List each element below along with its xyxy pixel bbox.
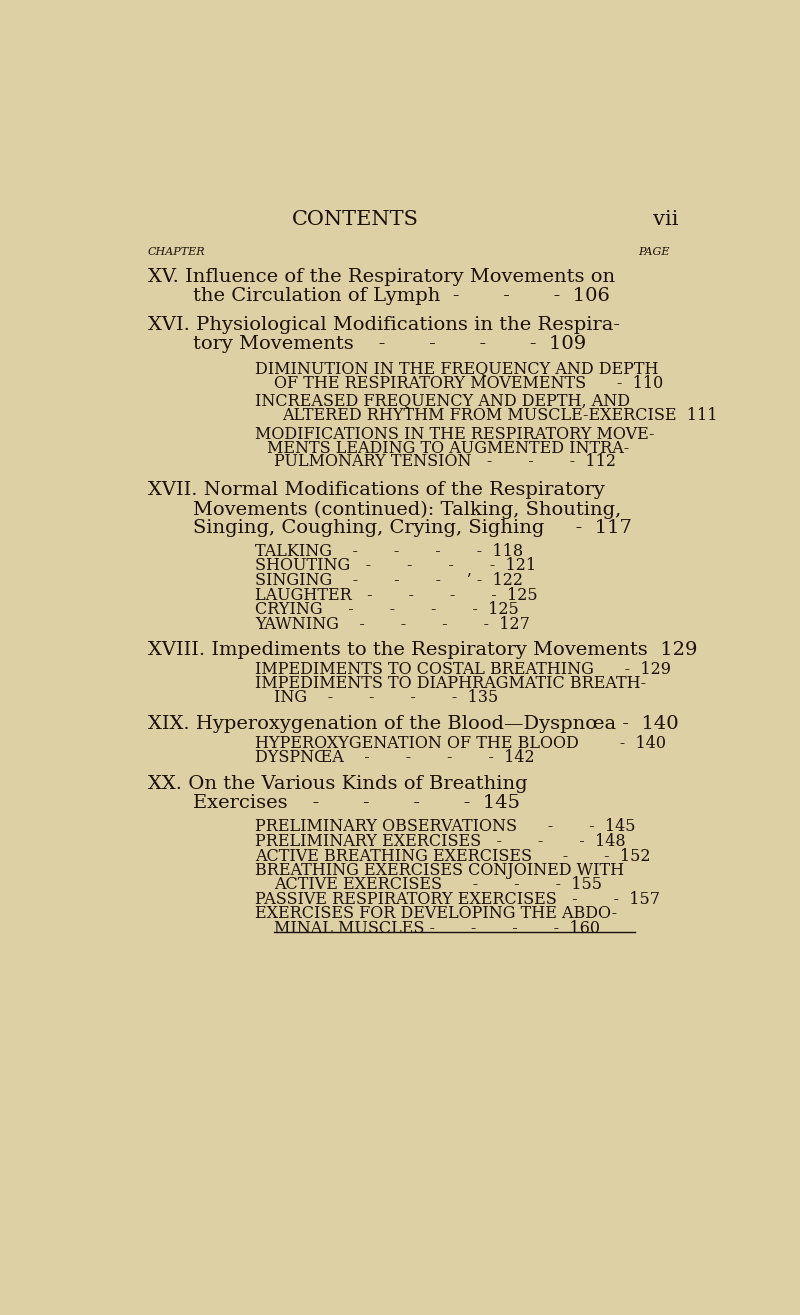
Text: TALKING    -       -       -       -  118: TALKING - - - - 118 [255,543,523,560]
Text: EXERCISES FOR DEVELOPING THE ABDO-: EXERCISES FOR DEVELOPING THE ABDO- [255,906,617,922]
Text: tory Movements    -       -       -       -  109: tory Movements - - - - 109 [193,335,586,352]
Text: DYSPNŒA    -       -       -       -  142: DYSPNŒA - - - - 142 [255,750,534,767]
Text: CHAPTER: CHAPTER [148,247,206,258]
Text: SINGING    -       -       -     ’ -  122: SINGING - - - ’ - 122 [255,572,523,589]
Text: MODIFICATIONS IN THE RESPIRATORY MOVE-: MODIFICATIONS IN THE RESPIRATORY MOVE- [255,426,654,443]
Text: PULMONARY TENSION   -       -       -  112: PULMONARY TENSION - - - 112 [274,454,616,471]
Text: INCREASED FREQUENCY AND DEPTH, AND: INCREASED FREQUENCY AND DEPTH, AND [255,393,630,410]
Text: XVII. Normal Modifications of the Respiratory: XVII. Normal Modifications of the Respir… [148,481,605,500]
Text: OF THE RESPIRATORY MOVEMENTS      -  110: OF THE RESPIRATORY MOVEMENTS - 110 [274,375,664,392]
Text: Singing, Coughing, Crying, Sighing     -  117: Singing, Coughing, Crying, Sighing - 117 [193,519,632,537]
Text: SHOUTING   -       -       -       -  121: SHOUTING - - - - 121 [255,558,536,575]
Text: PASSIVE RESPIRATORY EXERCISES   -       -  157: PASSIVE RESPIRATORY EXERCISES - - 157 [255,890,660,907]
Text: XVI. Physiological Modifications in the Respira-: XVI. Physiological Modifications in the … [148,316,620,334]
Text: XV. Influence of the Respiratory Movements on: XV. Influence of the Respiratory Movemen… [148,268,615,285]
Text: MINAL MUSCLES -       -       -       -  160: MINAL MUSCLES - - - - 160 [274,920,600,938]
Text: DIMINUTION IN THE FREQUENCY AND DEPTH: DIMINUTION IN THE FREQUENCY AND DEPTH [255,360,658,377]
Text: Exercises    -       -       -       -  145: Exercises - - - - 145 [193,794,520,811]
Text: XVIII. Impediments to the Respiratory Movements  129: XVIII. Impediments to the Respiratory Mo… [148,640,698,659]
Text: CRYING     -       -       -       -  125: CRYING - - - - 125 [255,601,518,618]
Text: PRELIMINARY EXERCISES   -       -       -  148: PRELIMINARY EXERCISES - - - 148 [255,834,626,849]
Text: Movements (continued): Talking, Shouting,: Movements (continued): Talking, Shouting… [193,501,622,518]
Text: IMPEDIMENTS TO COSTAL BREATHING      -  129: IMPEDIMENTS TO COSTAL BREATHING - 129 [255,660,671,677]
Text: PRELIMINARY OBSERVATIONS      -       -  145: PRELIMINARY OBSERVATIONS - - 145 [255,818,635,835]
Text: the Circulation of Lymph  -       -       -  106: the Circulation of Lymph - - - 106 [193,287,610,305]
Text: LAUGHTER   -       -       -       -  125: LAUGHTER - - - - 125 [255,586,538,604]
Text: BREATHING EXERCISES CONJOINED WITH: BREATHING EXERCISES CONJOINED WITH [255,863,624,880]
Text: IMPEDIMENTS TO DIAPHRAGMATIC BREATH-: IMPEDIMENTS TO DIAPHRAGMATIC BREATH- [255,675,646,692]
Text: PAGE: PAGE [638,247,670,258]
Text: CONTENTS: CONTENTS [292,210,419,229]
Text: ACTIVE EXERCISES      -       -       -  155: ACTIVE EXERCISES - - - 155 [274,876,602,893]
Text: XIX. Hyperoxygenation of the Blood—Dyspnœa -  140: XIX. Hyperoxygenation of the Blood—Dyspn… [148,714,678,732]
Text: ALTERED RHYTHM FROM MUSCLE-EXERCISE  111: ALTERED RHYTHM FROM MUSCLE-EXERCISE 111 [282,406,718,423]
Text: MENTS LEADING TO AUGMENTED INTRA-: MENTS LEADING TO AUGMENTED INTRA- [266,439,629,456]
Text: XX. On the Various Kinds of Breathing: XX. On the Various Kinds of Breathing [148,775,528,793]
Text: vii: vii [653,210,678,229]
Text: HYPEROXYGENATION OF THE BLOOD        -  140: HYPEROXYGENATION OF THE BLOOD - 140 [255,735,666,752]
Text: ACTIVE BREATHING EXERCISES      -       -  152: ACTIVE BREATHING EXERCISES - - 152 [255,848,650,865]
Text: YAWNING    -       -       -       -  127: YAWNING - - - - 127 [255,615,530,633]
Text: ING    -       -       -       -  135: ING - - - - 135 [274,689,498,706]
